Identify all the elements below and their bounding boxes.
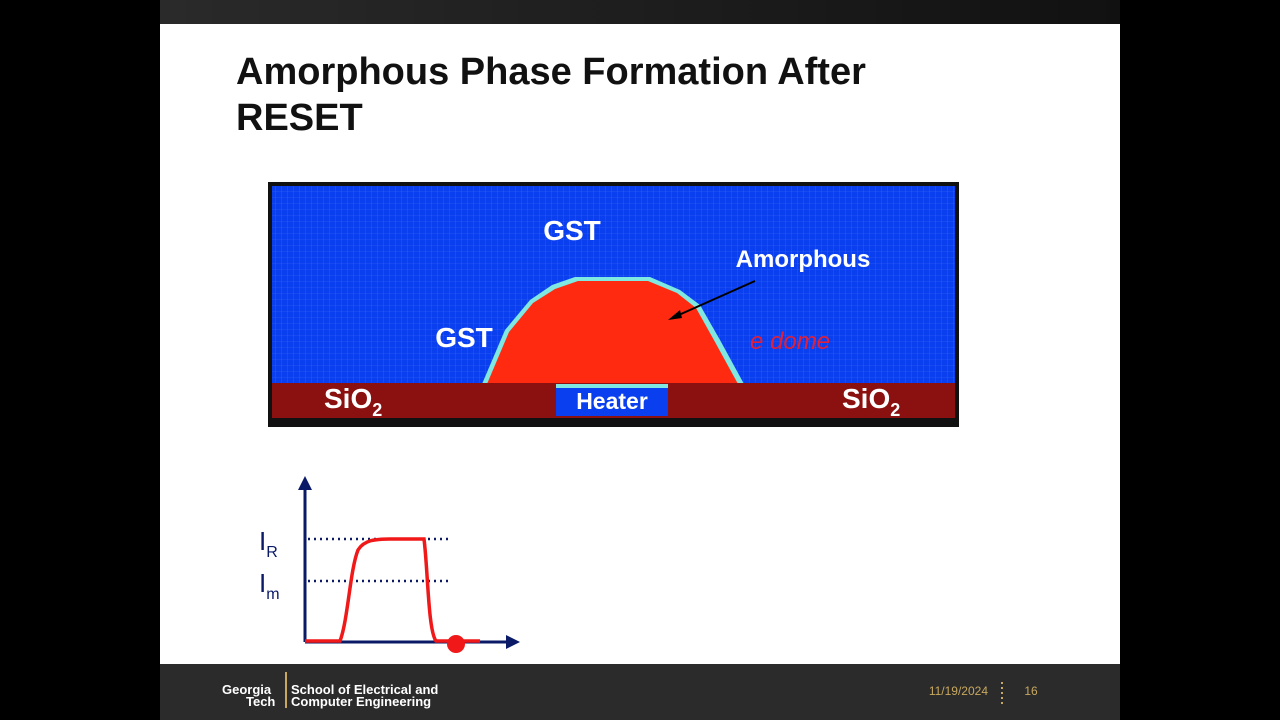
label-sub: m [266, 586, 279, 603]
heater-edge [556, 384, 668, 388]
axis-arrow [298, 476, 312, 490]
label-sub: 2 [372, 400, 382, 420]
title-line: Amorphous Phase Formation After [236, 51, 866, 93]
axis-arrow [506, 635, 520, 649]
logo-text: Georgia [222, 682, 272, 697]
arrow [671, 280, 756, 319]
phase-figure: GST GST Amorphous SiO2 SiO2 Heater e dom… [268, 182, 959, 427]
title-line: RESET [236, 97, 363, 139]
footer: Georgia Tech School of Electrical and Co… [160, 664, 1120, 720]
pulse [305, 537, 480, 643]
school-text: Computer Engineering [291, 694, 431, 709]
handwritten-note: e dome [750, 328, 830, 355]
logo-text: Tech [246, 694, 275, 709]
level-label: IR [259, 526, 278, 561]
top-bar [160, 0, 1120, 24]
label: Amorphous [736, 246, 871, 273]
label: SiO2 [324, 383, 382, 420]
label: GST [543, 215, 601, 246]
pulse-graph: IR Im [259, 476, 520, 653]
page-number: 16 [1024, 684, 1038, 698]
label-base: I [259, 526, 266, 556]
level-label: Im [259, 568, 280, 603]
label-sub: 2 [890, 400, 900, 420]
label-sub: R [266, 544, 278, 561]
slide-title: Amorphous Phase Formation After RESET [236, 51, 866, 139]
arrow-head [668, 310, 682, 320]
label: Heater [576, 388, 648, 414]
marker [447, 635, 465, 653]
label: GST [435, 322, 493, 353]
label: SiO2 [842, 383, 900, 420]
footer-bar [160, 664, 1120, 720]
school-text: School of Electrical and [291, 682, 438, 697]
amorphous-dome [487, 281, 738, 384]
heater [556, 388, 668, 416]
label-base: SiO [324, 383, 372, 414]
date: 11/19/2024 [929, 684, 988, 698]
label-base: SiO [842, 383, 890, 414]
label-base: I [259, 568, 266, 598]
